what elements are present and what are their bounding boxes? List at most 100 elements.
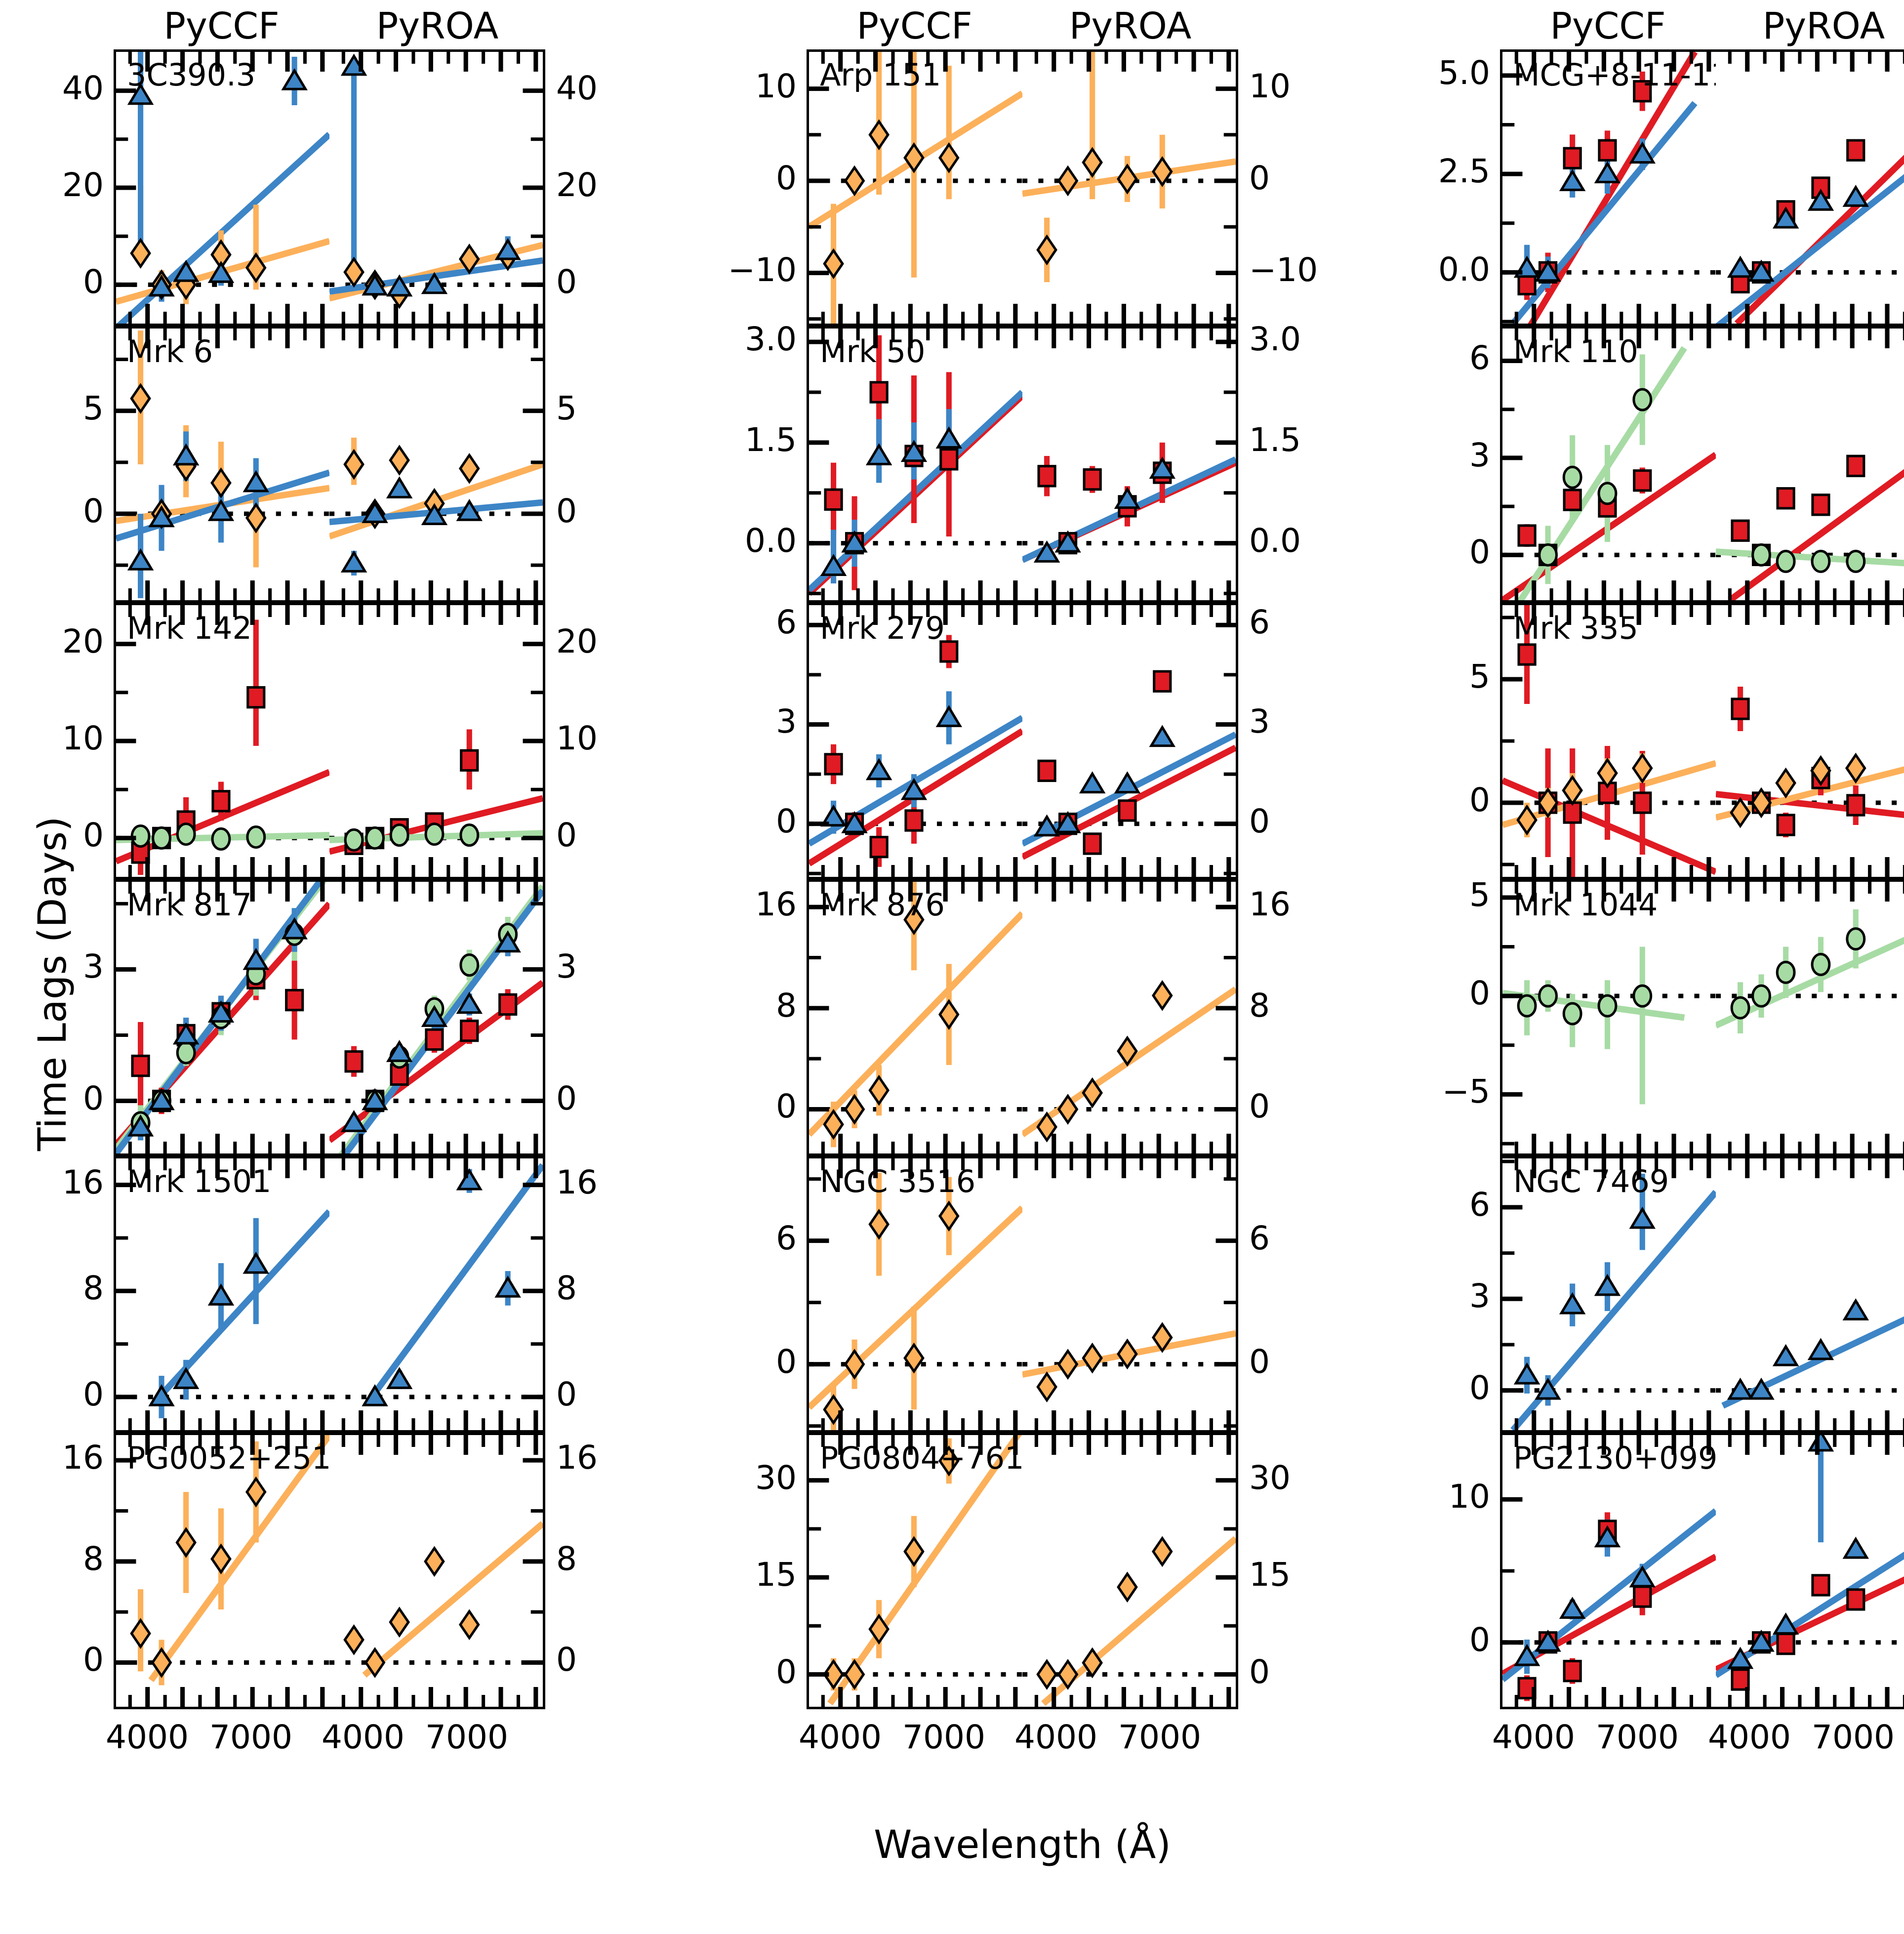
fit-line-blue	[117, 132, 329, 324]
y-tick-label-left: 10	[62, 719, 104, 757]
y-tick-label-right: 8	[556, 1269, 577, 1308]
plot-canvas	[329, 52, 543, 324]
panel-object-label: Mrk 50	[820, 333, 926, 370]
y-tick-label-right: 6	[1249, 1219, 1270, 1257]
plot-panel-pg2130-099-pyccf: PG2130+099	[1500, 1433, 1716, 1709]
y-tick-label-right: 0	[556, 1079, 577, 1117]
data-point-diamond-orange	[1057, 1094, 1079, 1125]
fit-line-blue	[1716, 1552, 1904, 1678]
x-tick-label: 7000	[1812, 1718, 1895, 1756]
data-point-triangle-blue	[207, 498, 235, 521]
data-point-triangle-blue	[1807, 1435, 1834, 1452]
x-tick-label: 4000	[1708, 1718, 1791, 1756]
data-point-square-red	[1633, 80, 1652, 103]
data-point-triangle-blue	[1054, 530, 1081, 553]
data-point-diamond-orange	[130, 383, 151, 414]
column-header-pyccf: PyCCF	[163, 5, 280, 47]
data-point-diamond-orange	[1117, 1571, 1138, 1603]
panel-object-label: Mrk 279	[820, 610, 945, 646]
data-point-triangle-blue	[494, 930, 521, 953]
data-point-diamond-orange	[1082, 1647, 1103, 1679]
plot-panel-mrk-876-pyccf: Mrk 876	[807, 879, 1022, 1156]
data-point-triangle-blue	[1727, 255, 1754, 278]
y-tick-label-left: 0	[776, 1342, 797, 1381]
data-point-diamond-orange	[823, 1109, 844, 1140]
plot-canvas	[116, 52, 329, 324]
data-point-triangle-blue	[1149, 725, 1176, 747]
y-tick-label-left: 0	[776, 802, 797, 840]
data-point-diamond-orange	[389, 445, 410, 476]
data-point-diamond-orange	[1775, 767, 1796, 799]
data-point-triangle-blue	[456, 991, 483, 1014]
plot-panel-mrk-6-pyccf: Mrk 6	[114, 326, 329, 603]
y-tick-label-left: −10	[728, 251, 797, 289]
data-point-square-red	[1731, 698, 1750, 720]
data-point-diamond-orange	[844, 1659, 865, 1690]
data-point-diamond-orange	[1810, 755, 1831, 786]
y-tick-label-right: 20	[556, 622, 598, 660]
y-tick-label-right: 40	[556, 69, 598, 107]
data-point-diamond-orange	[823, 248, 844, 280]
data-point-triangle-blue	[1513, 1362, 1540, 1385]
data-point-triangle-blue	[820, 804, 847, 827]
data-point-circle-green	[344, 828, 364, 852]
data-point-triangle-blue	[1727, 1377, 1754, 1400]
data-point-triangle-blue	[1535, 1629, 1561, 1652]
y-tick-label-right: 0	[556, 263, 577, 301]
y-tick-label-left: 30	[755, 1458, 797, 1497]
y-tick-label-right: −10	[1249, 251, 1318, 289]
x-tick-label: 4000	[1492, 1718, 1575, 1756]
y-tick-label-left: 10	[1449, 1478, 1490, 1516]
data-point-diamond-orange	[1057, 1659, 1079, 1690]
plot-panel-ngc-3516-pyroa	[1022, 1156, 1238, 1433]
fit-line-orange	[148, 1435, 329, 1683]
plot-panel-mrk-142-pyccf: Mrk 142	[114, 603, 329, 879]
data-point-circle-green	[1751, 984, 1772, 1008]
y-tick-label-left: 6	[1469, 1185, 1490, 1224]
data-point-triangle-blue	[841, 530, 868, 553]
data-point-circle-green	[1517, 994, 1537, 1018]
plot-panel-mrk-110-pyccf: Mrk 110	[1500, 326, 1716, 603]
y-tick-label-right: 10	[1249, 67, 1291, 105]
data-point-triangle-blue	[900, 778, 928, 800]
data-point-triangle-blue	[935, 705, 963, 727]
fit-line-red	[1734, 155, 1904, 324]
y-tick-label-left: 5.0	[1438, 53, 1490, 92]
data-point-square-red	[904, 809, 924, 832]
data-point-triangle-blue	[1748, 1629, 1775, 1652]
plot-canvas	[1022, 882, 1236, 1153]
y-tick-label-left: 20	[62, 166, 104, 204]
data-point-diamond-orange	[1057, 1349, 1079, 1380]
panel-object-label: NGC 7469	[1513, 1163, 1669, 1199]
data-point-diamond-orange	[389, 1606, 410, 1638]
data-point-square-red	[939, 640, 959, 663]
data-point-triangle-blue	[1054, 811, 1081, 833]
plot-canvas	[1716, 52, 1904, 324]
data-point-square-red	[939, 448, 959, 471]
data-point-triangle-blue	[281, 68, 308, 90]
y-tick-label-left: 0	[776, 159, 797, 198]
data-point-triangle-blue	[340, 1110, 367, 1132]
data-point-diamond-orange	[343, 256, 365, 288]
data-point-diamond-orange	[844, 1349, 865, 1380]
data-point-triangle-blue	[1559, 169, 1586, 191]
data-point-diamond-orange	[210, 467, 232, 498]
data-point-square-red	[344, 1050, 364, 1073]
plot-canvas	[809, 52, 1022, 324]
panel-object-label: Mrk 110	[1513, 333, 1638, 370]
column-header-pyroa: PyROA	[1069, 5, 1192, 47]
data-point-triangle-blue	[1842, 1298, 1869, 1320]
data-point-square-red	[1846, 454, 1865, 477]
data-point-diamond-orange	[1057, 165, 1079, 197]
y-tick-label-left: 20	[62, 622, 104, 660]
y-axis-label: Time Lags (Days)	[31, 816, 75, 1151]
panel-object-label: PG2130+099	[1513, 1440, 1716, 1476]
x-tick-label: 7000	[209, 1718, 292, 1756]
y-tick-label-right: 8	[556, 1539, 577, 1578]
fit-line-red	[1528, 52, 1698, 324]
plot-panel-mrk-876-pyroa	[1022, 879, 1238, 1156]
column-header-pyccf: PyCCF	[1550, 5, 1666, 47]
column-header-pyroa: PyROA	[1762, 5, 1885, 47]
panel-object-label: Mrk 142	[127, 610, 252, 646]
data-point-triangle-blue	[362, 1384, 388, 1406]
